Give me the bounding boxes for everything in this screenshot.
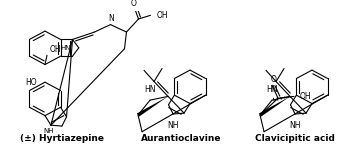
Text: Clavicipitic acid: Clavicipitic acid (255, 135, 335, 144)
Text: NH: NH (167, 122, 179, 130)
Text: OH: OH (50, 45, 62, 54)
Polygon shape (137, 96, 168, 117)
Text: HO: HO (25, 78, 37, 87)
Text: HN: HN (266, 85, 278, 94)
Text: NH: NH (289, 122, 301, 130)
Text: HN: HN (60, 45, 71, 51)
Text: OH: OH (156, 11, 168, 20)
Text: N: N (109, 14, 114, 23)
Text: O: O (131, 0, 136, 8)
Text: HN: HN (144, 85, 156, 94)
Text: O: O (271, 75, 277, 84)
Text: NH: NH (43, 128, 54, 134)
Text: OH: OH (300, 92, 312, 101)
Text: (±) Hyrtiazepine: (±) Hyrtiazepine (20, 135, 104, 144)
Text: Aurantioclavine: Aurantioclavine (141, 135, 221, 144)
Polygon shape (259, 96, 290, 117)
